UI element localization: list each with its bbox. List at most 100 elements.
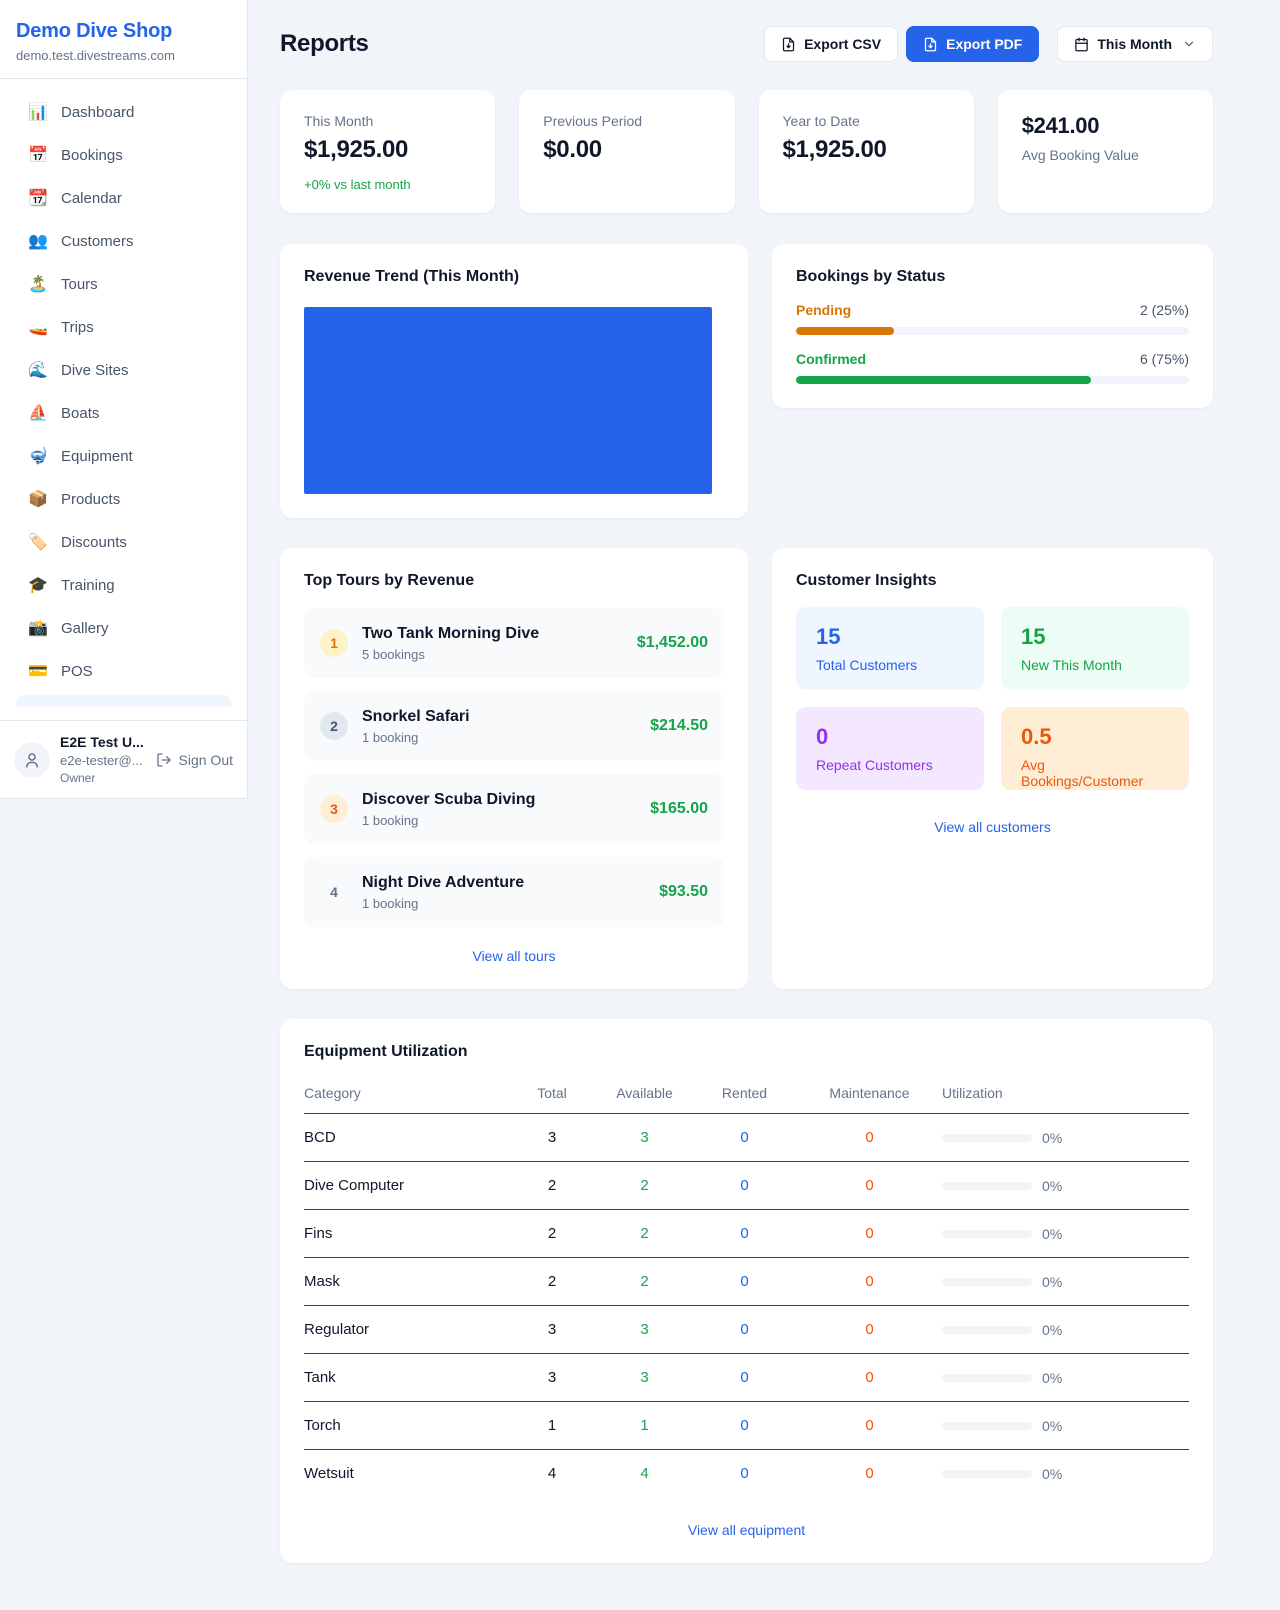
sidebar-item-tours[interactable]: 🏝️ Tours bbox=[16, 265, 231, 303]
cell-utilization: 0% bbox=[942, 1305, 1189, 1354]
insight-box-avg-bookings: 0.5 Avg Bookings/Customer bbox=[1001, 707, 1189, 790]
sidebar-item-label: Equipment bbox=[61, 447, 133, 465]
equipment-table: Category Total Available Rented Maintena… bbox=[304, 1075, 1189, 1497]
utilization-bar bbox=[942, 1469, 1032, 1478]
sidebar-item-boats[interactable]: ⛵ Boats bbox=[16, 394, 231, 432]
revenue-trend-chart bbox=[304, 307, 712, 494]
cell-total: 2 bbox=[507, 1209, 597, 1258]
tour-row: 1 Two Tank Morning Dive 5 bookings $1,45… bbox=[304, 608, 724, 678]
stat-card-avg-booking-value: $241.00 Avg Booking Value bbox=[997, 90, 1213, 213]
cell-total: 3 bbox=[507, 1113, 597, 1162]
sidebar-item-calendar[interactable]: 📆 Calendar bbox=[16, 179, 231, 217]
stat-cards: This Month $1,925.00 +0% vs last month P… bbox=[280, 90, 1213, 213]
insight-value: 15 bbox=[1021, 624, 1046, 649]
top-tours-title: Top Tours by Revenue bbox=[304, 572, 475, 589]
sidebar-item-dashboard[interactable]: 📊 Dashboard bbox=[16, 93, 231, 131]
user-box: E2E Test U... e2e-tester@... Owner Sign … bbox=[0, 720, 247, 798]
table-row: Dive Computer 2 2 0 0 0% bbox=[304, 1161, 1189, 1210]
tour-row: 3 Discover Scuba Diving 1 booking $165.0… bbox=[304, 774, 724, 844]
tour-row: 2 Snorkel Safari 1 booking $214.50 bbox=[304, 691, 724, 761]
cell-available: 2 bbox=[597, 1257, 692, 1306]
file-download-icon bbox=[782, 37, 795, 51]
cell-maintenance: 0 bbox=[797, 1257, 942, 1306]
insight-box-new-this-month: 15 New This Month bbox=[1001, 607, 1189, 690]
equipment-utilization-title: Equipment Utilization bbox=[304, 1043, 468, 1060]
sidebar-item-label: Dive Sites bbox=[61, 361, 129, 379]
file-download-icon bbox=[924, 37, 937, 51]
sidebar-item-label: Dashboard bbox=[61, 103, 135, 121]
cell-rented: 0 bbox=[692, 1353, 797, 1402]
insight-value: 0.5 bbox=[1021, 724, 1052, 749]
period-dropdown[interactable]: This Month bbox=[1057, 26, 1213, 62]
bookings-by-status-card: Bookings by Status Pending 2 (25%) Confi… bbox=[772, 244, 1213, 408]
sidebar-item-label: Bookings bbox=[61, 146, 123, 164]
sidebar-item-label: POS bbox=[61, 662, 93, 680]
sidebar-item-gallery[interactable]: 📸 Gallery bbox=[16, 609, 231, 647]
status-label: Confirmed bbox=[796, 351, 866, 367]
export-pdf-button[interactable]: Export PDF bbox=[906, 26, 1040, 62]
sidebar-item-label: Gallery bbox=[61, 619, 109, 637]
avatar bbox=[14, 741, 50, 778]
sidebar-item-dive-sites[interactable]: 🌊 Dive Sites bbox=[16, 351, 231, 389]
table-row: Wetsuit 4 4 0 0 0% bbox=[304, 1450, 1189, 1498]
cell-utilization: 0% bbox=[942, 1257, 1189, 1306]
export-csv-button[interactable]: Export CSV bbox=[764, 26, 899, 62]
view-all-customers-link[interactable]: View all customers bbox=[796, 818, 1189, 836]
user-info: E2E Test U... e2e-tester@... Owner bbox=[60, 734, 146, 785]
sidebar-item-reports-partial[interactable] bbox=[16, 695, 231, 707]
period-label: This Month bbox=[1097, 36, 1172, 52]
insight-label: Avg Bookings/Customer bbox=[1021, 757, 1144, 789]
utilization-text: 0% bbox=[1042, 1465, 1063, 1482]
chevron-down-icon bbox=[1184, 41, 1194, 47]
sidebar-item-pos[interactable]: 💳 POS bbox=[16, 652, 231, 690]
sidebar-item-equipment[interactable]: 🤿 Equipment bbox=[16, 437, 231, 475]
insight-label: Total Customers bbox=[816, 657, 918, 673]
stat-value: $1,925.00 bbox=[782, 136, 887, 163]
brand-name[interactable]: Demo Dive Shop bbox=[16, 20, 173, 42]
status-bar-fill bbox=[796, 327, 895, 335]
sidebar-item-label: Trips bbox=[61, 318, 94, 336]
stat-value: $1,925.00 bbox=[304, 136, 409, 163]
cell-rented: 0 bbox=[692, 1113, 797, 1162]
user-email: e2e-tester@... bbox=[60, 753, 143, 768]
cell-available: 4 bbox=[640, 1465, 649, 1482]
sidebar-item-products[interactable]: 📦 Products bbox=[16, 480, 231, 518]
user-name: E2E Test U... bbox=[60, 734, 144, 750]
sidebar-item-label: Training bbox=[61, 576, 115, 594]
brand-domain: demo.test.divestreams.com bbox=[16, 48, 175, 63]
utilization-bar bbox=[942, 1229, 1032, 1238]
bookings-by-status-title: Bookings by Status bbox=[796, 268, 946, 285]
utilization-text: 0% bbox=[1042, 1321, 1063, 1338]
insights-row: Top Tours by Revenue 1 Two Tank Morning … bbox=[280, 548, 1213, 989]
export-csv-label: Export CSV bbox=[804, 36, 882, 52]
sign-out-button[interactable]: Sign Out bbox=[156, 752, 233, 768]
view-all-equipment-link[interactable]: View all equipment bbox=[304, 1521, 1189, 1539]
sidebar-nav: 📊 Dashboard 📅 Bookings 📆 Calendar 👥 Cust… bbox=[0, 79, 247, 720]
cell-available: 2 bbox=[597, 1161, 692, 1210]
cell-total: 2 bbox=[507, 1257, 597, 1306]
rank-badge: 3 bbox=[320, 795, 348, 823]
status-label: Pending bbox=[796, 302, 852, 318]
sidebar-item-bookings[interactable]: 📅 Bookings bbox=[16, 136, 231, 174]
status-row-pending: Pending 2 (25%) bbox=[796, 302, 1189, 335]
sidebar-item-training[interactable]: 🎓 Training bbox=[16, 566, 231, 604]
view-all-tours-link[interactable]: View all tours bbox=[304, 947, 724, 965]
gallery-icon: 📸 bbox=[28, 620, 48, 637]
cell-maintenance: 0 bbox=[797, 1353, 942, 1402]
cell-utilization: 0% bbox=[942, 1209, 1189, 1258]
bookings-icon: 📅 bbox=[28, 147, 48, 164]
tour-row: 4 Night Dive Adventure 1 booking $93.50 bbox=[304, 857, 724, 927]
page-header: Reports Export CSV Export PDF This Month bbox=[280, 26, 1213, 62]
insight-box-repeat-customers: 0 Repeat Customers bbox=[796, 707, 984, 790]
training-icon: 🎓 bbox=[28, 577, 48, 594]
insight-label: New This Month bbox=[1021, 657, 1122, 673]
table-row: Tank 3 3 0 0 0% bbox=[304, 1353, 1189, 1402]
sidebar-item-customers[interactable]: 👥 Customers bbox=[16, 222, 231, 260]
sidebar-item-discounts[interactable]: 🏷️ Discounts bbox=[16, 523, 231, 561]
sidebar-item-label: Tours bbox=[61, 275, 98, 293]
sidebar-item-trips[interactable]: 🚤 Trips bbox=[16, 308, 231, 346]
cell-utilization: 0% bbox=[942, 1353, 1189, 1402]
cell-total: 2 bbox=[507, 1161, 597, 1210]
calendar-icon: 📆 bbox=[28, 190, 48, 207]
rank-badge: 2 bbox=[320, 712, 348, 740]
